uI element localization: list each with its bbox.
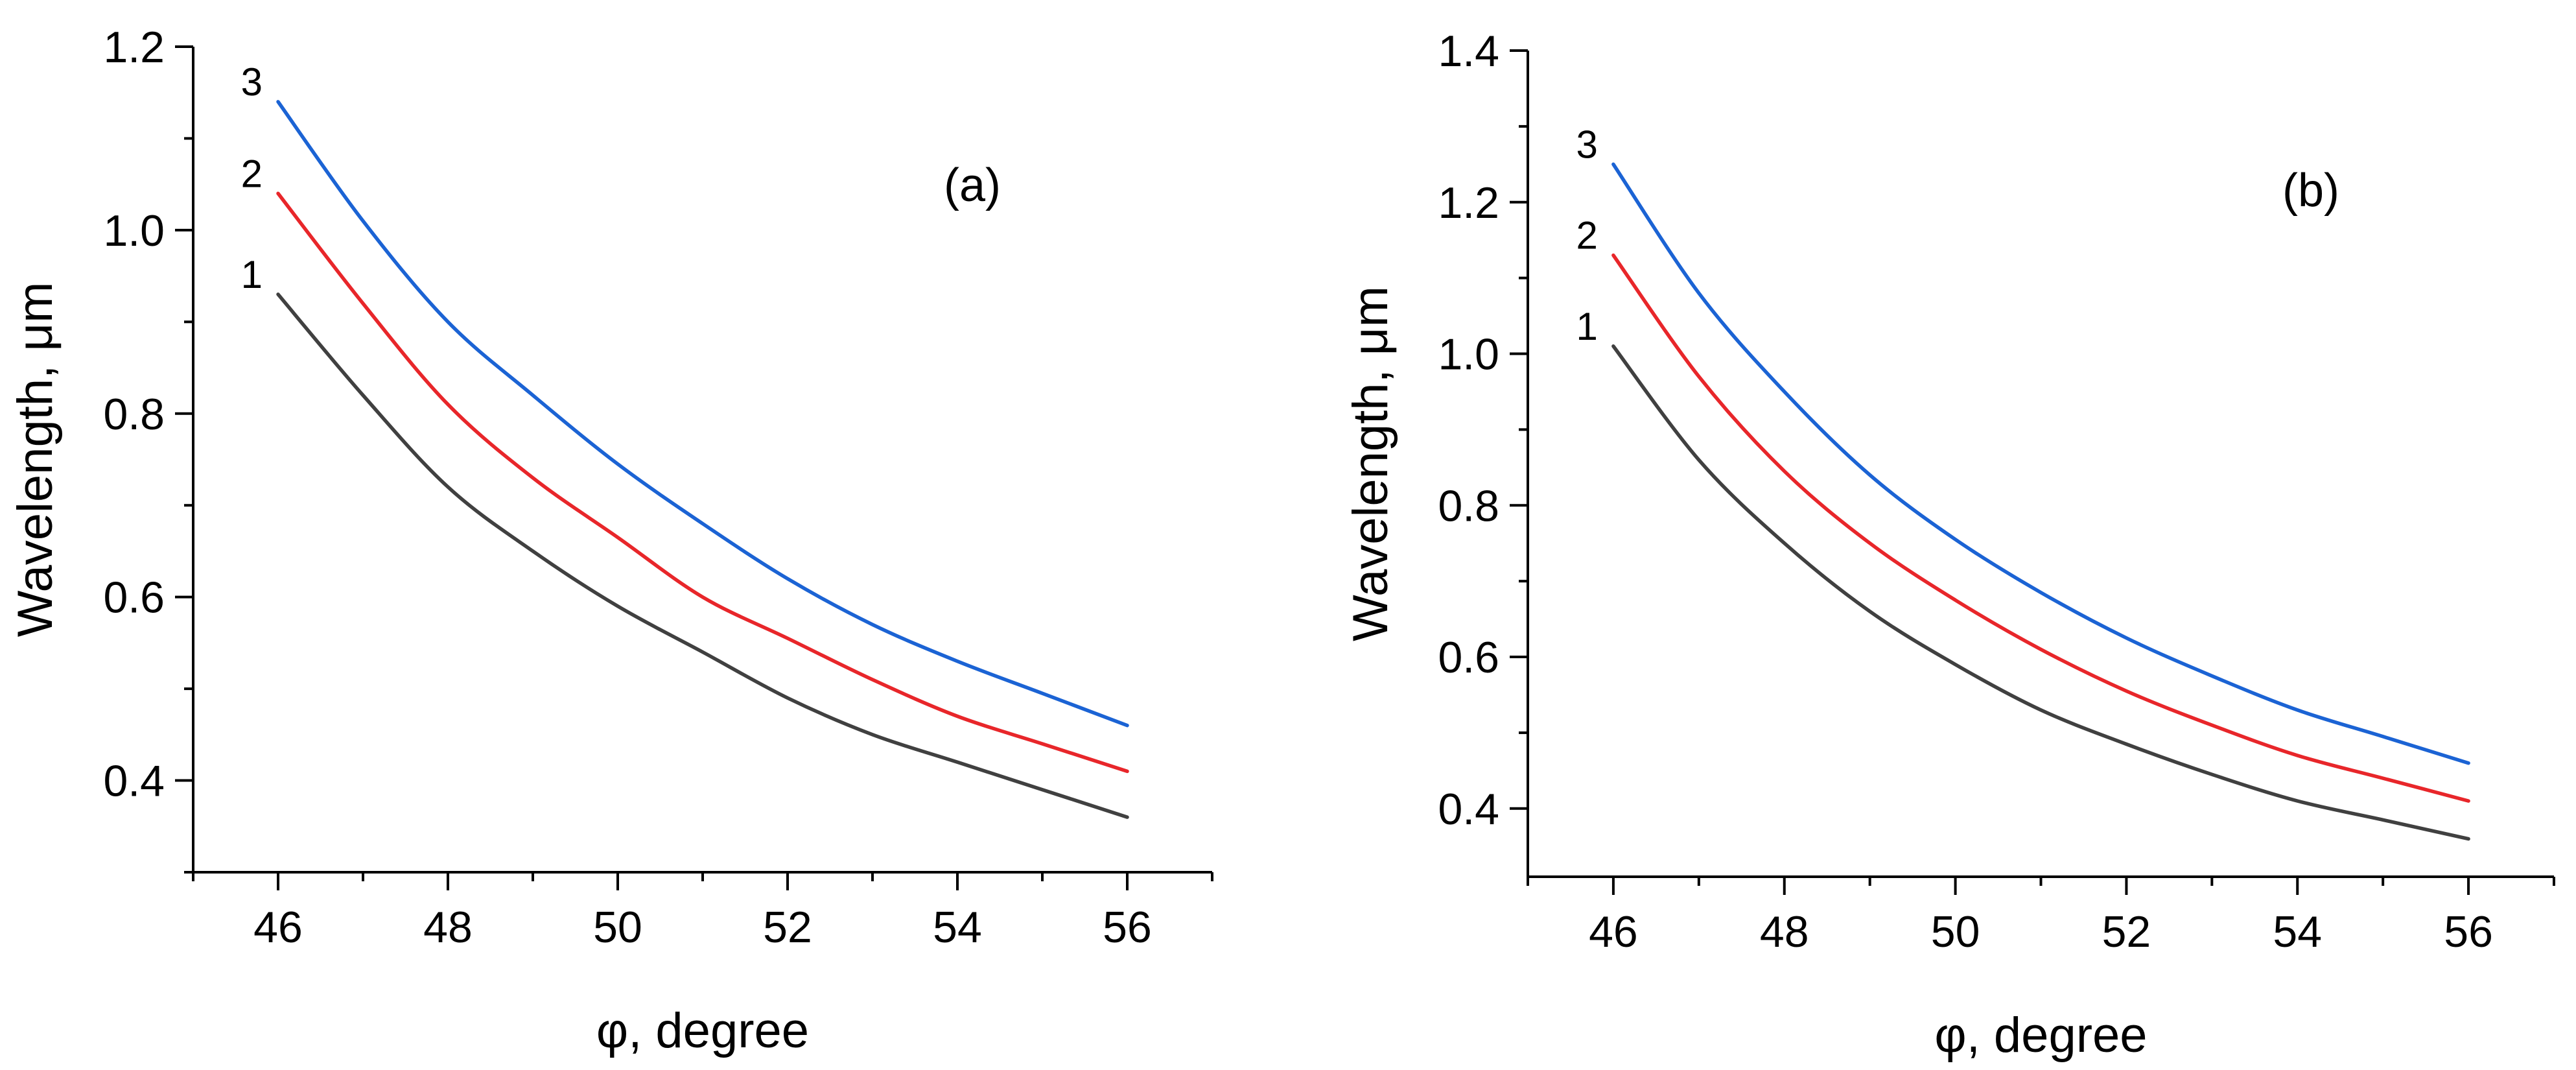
x-tick-label: 50: [1931, 907, 1980, 957]
x-axis-title: φ, degree: [596, 1003, 809, 1058]
y-axis-title: Wavelength, μm: [8, 282, 63, 637]
x-tick-label: 56: [2444, 907, 2493, 957]
x-tick-label: 46: [253, 903, 303, 952]
x-tick-label: 52: [763, 903, 812, 952]
y-tick-label: 1.2: [103, 23, 165, 72]
y-tick-label: 0.8: [1438, 481, 1499, 530]
y-tick-label: 0.6: [1438, 633, 1499, 682]
y-tick-label: 1.2: [1438, 178, 1499, 228]
series-line-1: [276, 292, 1129, 819]
panel-label: (b): [2282, 165, 2339, 217]
series-label-3: 3: [241, 60, 263, 104]
series-label-1: 1: [241, 253, 263, 296]
x-tick-label: 56: [1103, 903, 1152, 952]
x-tick-label: 50: [593, 903, 642, 952]
series-line-1: [1611, 344, 2470, 841]
y-tick-label: 0.6: [103, 573, 165, 623]
x-axis-title: φ, degree: [1934, 1008, 2147, 1063]
series-label-2: 2: [1576, 214, 1598, 257]
y-tick-label: 1.4: [1438, 27, 1499, 76]
series-label-2: 2: [241, 152, 263, 195]
series-line-2: [276, 191, 1129, 774]
y-axis-title: Wavelength, μm: [1343, 286, 1398, 641]
panel-b: 46 48 50 52 54 56 0.4 0.6 0.8 1.0 1.2 1.4 φ, degree W…: [1343, 27, 2555, 1063]
x-tick-label: 52: [2102, 907, 2151, 957]
series-label-1: 1: [1576, 305, 1598, 348]
y-tick-label: 1.0: [1438, 330, 1499, 379]
series-line-3: [276, 100, 1129, 728]
x-tick-label: 48: [423, 903, 473, 952]
y-tick-label: 0.4: [103, 757, 165, 806]
y-tick-label: 0.4: [1438, 785, 1499, 834]
y-tick-label: 0.8: [103, 390, 165, 439]
x-tick-label: 54: [2273, 907, 2322, 957]
series-line-2: [1611, 253, 2470, 803]
y-tick-label: 1.0: [103, 206, 165, 256]
x-tick-label: 54: [933, 903, 982, 952]
series-line-3: [1611, 162, 2470, 765]
x-tick-label: 48: [1760, 907, 1809, 957]
panel-a: 46 48 50 52 54 56 0.4 0.6 0.8 1.0 1.2 φ, degree Wave…: [8, 23, 1213, 1058]
series-label-3: 3: [1576, 123, 1598, 166]
x-tick-label: 46: [1589, 907, 1638, 957]
panel-label: (a): [944, 160, 1001, 211]
